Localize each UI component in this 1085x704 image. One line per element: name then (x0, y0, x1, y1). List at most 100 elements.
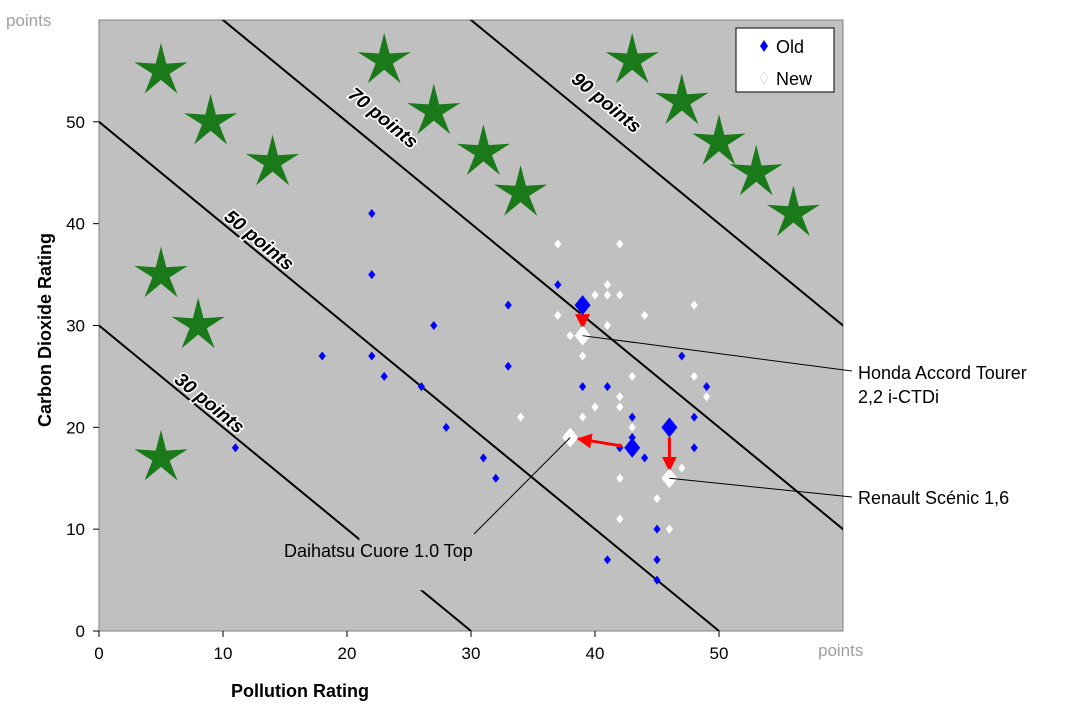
highlight-old-marker-2 (661, 417, 678, 438)
rating-star-0 (134, 42, 188, 94)
rating-star-2 (246, 134, 300, 186)
data-point-old (579, 382, 587, 392)
data-point-old (479, 453, 487, 463)
data-point-new (554, 239, 562, 249)
data-point-new (703, 392, 711, 402)
rating-star-11 (655, 73, 709, 125)
x-tick-label: 20 (338, 644, 357, 663)
legend-new-label: New (776, 69, 813, 89)
x-axis-title: Pollution Rating (231, 681, 369, 701)
y-tick-label: 0 (76, 622, 85, 641)
highlight-old-marker-1 (624, 437, 641, 458)
rating-star-8 (456, 124, 510, 175)
data-point-new (603, 321, 611, 330)
data-point-old (368, 351, 376, 361)
callout-label-0: Honda Accord Tourer (858, 363, 1027, 383)
data-point-old (703, 382, 711, 392)
y-unit-label: points (6, 11, 51, 30)
data-point-old (430, 321, 438, 330)
data-point-old (628, 433, 636, 443)
callout-line-1 (473, 437, 571, 535)
data-point-new (591, 402, 599, 412)
legend-old-marker (760, 40, 768, 52)
data-point-old (603, 555, 611, 565)
x-tick-label: 10 (214, 644, 233, 663)
reference-line-70 (221, 20, 843, 531)
data-point-new (641, 310, 649, 320)
rating-star-12 (692, 114, 746, 165)
data-point-new (678, 463, 686, 473)
y-tick-label: 20 (66, 418, 85, 437)
legend-new-marker (759, 71, 769, 85)
y-tick-label: 40 (66, 215, 85, 234)
data-point-new (566, 331, 574, 341)
rating-star-1 (184, 93, 238, 145)
data-point-old (653, 575, 661, 585)
label-gap (359, 529, 447, 591)
y-tick-label: 10 (66, 520, 85, 539)
rating-star-3 (134, 246, 188, 298)
data-point-old (678, 351, 686, 361)
data-point-new (579, 412, 587, 422)
x-tick-label: 50 (710, 644, 729, 663)
data-point-old (492, 473, 500, 483)
data-point-old (380, 371, 388, 381)
rating-star-4 (171, 297, 225, 349)
data-point-old (368, 270, 376, 280)
data-point-new (628, 422, 636, 432)
data-point-new (603, 280, 611, 290)
data-point-new (579, 351, 587, 361)
callout-label-0: 2,2 i-CTDi (858, 387, 939, 407)
data-point-new (616, 392, 624, 402)
data-point-new (653, 494, 661, 504)
highlight-old-marker-0 (574, 295, 591, 316)
data-point-old (417, 382, 425, 392)
data-point-old (690, 443, 698, 453)
legend-old-label: Old (776, 37, 804, 57)
data-point-new (591, 290, 599, 300)
callout-label-2: Renault Scénic 1,6 (858, 488, 1009, 508)
y-axis-title: Carbon Dioxide Rating (35, 233, 55, 427)
data-point-old (653, 524, 661, 534)
data-point-new (690, 300, 698, 310)
data-point-old (504, 361, 512, 371)
y-tick-label: 50 (66, 113, 85, 132)
data-point-new (690, 371, 698, 381)
rating-star-10 (605, 32, 659, 84)
x-tick-label: 40 (586, 644, 605, 663)
data-point-new (554, 310, 562, 320)
reference-line-90 (469, 20, 843, 327)
data-point-new (616, 290, 624, 300)
data-point-old (504, 300, 512, 310)
data-point-new (616, 402, 624, 412)
data-point-new (616, 514, 624, 524)
rating-star-14 (766, 185, 820, 237)
data-point-new (616, 239, 624, 249)
rating-star-13 (729, 144, 783, 196)
data-point-old (442, 422, 450, 432)
data-point-old (554, 280, 562, 290)
legend: Old New (735, 27, 835, 93)
highlight-arrow-1 (576, 433, 623, 449)
data-point-old (368, 208, 376, 218)
data-point-old (318, 351, 326, 361)
rating-star-9 (494, 165, 548, 216)
data-point-old (641, 453, 649, 463)
data-point-new (628, 371, 636, 381)
data-point-old (231, 443, 239, 453)
reference-line-50 (99, 121, 720, 631)
callout-line-0 (582, 335, 853, 372)
data-point-old (603, 382, 611, 392)
legend-box (735, 27, 835, 93)
rating-star-6 (357, 32, 411, 84)
data-point-old (653, 555, 661, 565)
y-tick-label: 30 (66, 317, 85, 336)
x-tick-label: 0 (94, 644, 103, 663)
data-point-new (616, 473, 624, 483)
x-tick-label: 30 (462, 644, 481, 663)
callout-label-1: Daihatsu Cuore 1.0 Top (284, 541, 473, 561)
data-point-new (603, 290, 611, 300)
data-point-new (517, 412, 525, 422)
data-point-new (665, 524, 673, 534)
